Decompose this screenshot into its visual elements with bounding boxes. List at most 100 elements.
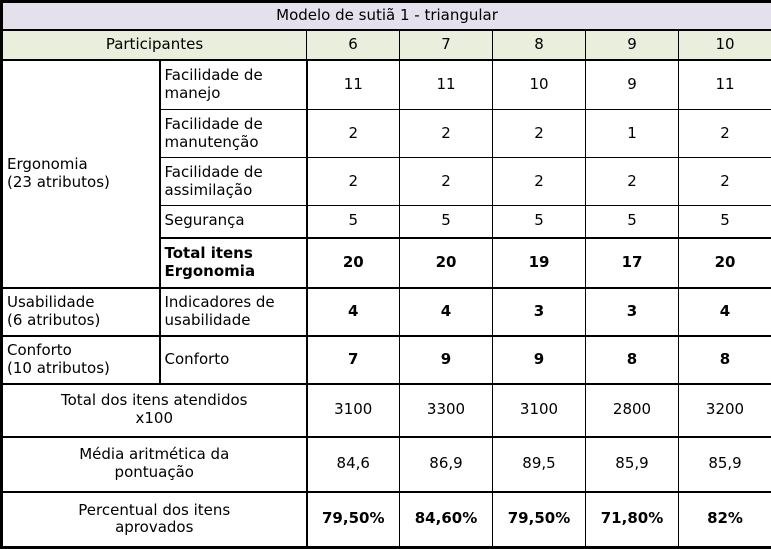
indicadores-line2: usabilidade	[164, 310, 251, 329]
cell-usabilidade-p9: 3	[585, 286, 679, 336]
participant-header-6: 6	[306, 29, 400, 61]
table-row: Usabilidade (6 atributos) Indicadores de…	[1, 286, 771, 336]
participants-header-row: Participantes 6 7 8 9 10	[1, 29, 771, 61]
cell-percentual-p9: 71,80%	[585, 490, 679, 548]
cell-assimilacao-p10: 2	[677, 157, 771, 206]
table-title-row: Modelo de sutiã 1 - triangular	[0, 1, 771, 31]
indicadores-line1: Indicadores de	[164, 292, 275, 311]
cell-media-p9: 85,9	[585, 435, 679, 492]
table-title: Modelo de sutiã 1 - triangular	[0, 1, 771, 31]
cell-seguranca-p9: 5	[585, 205, 679, 238]
cell-assimilacao-p8: 2	[492, 157, 586, 206]
summary-total-line2: x100	[135, 409, 173, 427]
category-ergonomia-line2: (23 atributos)	[7, 172, 110, 191]
cell-conforto-p8: 9	[492, 334, 586, 384]
cell-total-x100-p8: 3100	[492, 382, 586, 437]
summary-row-media: Média aritmética da pontuação 84,6 86,9 …	[1, 435, 771, 492]
category-conforto-line1: Conforto	[7, 340, 72, 359]
cell-media-p7: 86,9	[399, 435, 493, 492]
summary-label-media: Média aritmética da pontuação	[1, 435, 308, 492]
cell-conforto-p7: 9	[399, 334, 493, 384]
cell-manutencao-p10: 2	[677, 109, 771, 158]
cell-seguranca-p6: 5	[306, 205, 400, 238]
cell-total-ergonomia-p6: 20	[306, 236, 400, 288]
cell-percentual-p7: 84,60%	[399, 490, 493, 548]
attribute-total-itens-ergonomia: Total itens Ergonomia	[159, 236, 308, 288]
cell-manutencao-p7: 2	[399, 109, 493, 158]
attribute-facilidade-de-manejo: Facilidade de manejo	[159, 59, 308, 110]
cell-total-x100-p7: 3300	[399, 382, 493, 437]
cell-usabilidade-p6: 4	[306, 286, 400, 336]
category-ergonomia: Ergonomia (23 atributos)	[1, 59, 161, 288]
cell-total-x100-p6: 3100	[306, 382, 400, 437]
cell-total-x100-p9: 2800	[585, 382, 679, 437]
table-row: Facilidade de assimilação 2 2 2 2 2	[2, 157, 771, 206]
attribute-facilidade-de-assimilacao: Facilidade de assimilação	[159, 157, 308, 206]
cell-assimilacao-p7: 2	[399, 157, 493, 206]
total-itens-ergonomia-line1: Total itens	[164, 243, 253, 262]
cell-usabilidade-p7: 4	[399, 286, 493, 336]
cell-assimilacao-p6: 2	[306, 157, 400, 206]
total-itens-ergonomia-line2: Ergonomia	[164, 261, 256, 280]
attribute-indicadores-de-usabilidade: Indicadores de usabilidade	[159, 286, 308, 336]
cell-total-ergonomia-p10: 20	[677, 236, 771, 288]
cell-media-p8: 89,5	[492, 435, 586, 492]
cell-manutencao-p8: 2	[492, 109, 586, 158]
participant-header-9: 9	[585, 29, 679, 61]
cell-usabilidade-p10: 4	[677, 286, 771, 336]
summary-media-line2: pontuação	[114, 463, 194, 481]
cell-seguranca-p8: 5	[492, 205, 586, 238]
cell-manutencao-p6: 2	[306, 109, 400, 158]
cell-seguranca-p10: 5	[677, 205, 771, 238]
summary-row-total-itens: Total dos itens atendidos x100 3100 3300…	[1, 382, 771, 437]
attribute-facilidade-de-manutencao: Facilidade de manutenção	[159, 109, 308, 158]
cell-manejo-p9: 9	[585, 59, 679, 110]
cell-media-p6: 84,6	[306, 435, 400, 492]
participant-header-7: 7	[399, 29, 493, 61]
cell-seguranca-p7: 5	[399, 205, 493, 238]
cell-assimilacao-p9: 2	[585, 157, 679, 206]
cell-media-p10: 85,9	[677, 435, 771, 492]
summary-label-percentual: Percentual dos itens aprovados	[1, 490, 308, 548]
cell-manutencao-p9: 1	[585, 109, 679, 158]
cell-manejo-p10: 11	[677, 59, 771, 110]
category-usabilidade: Usabilidade (6 atributos)	[1, 286, 161, 336]
category-conforto-line2: (10 atributos)	[7, 358, 110, 377]
cell-total-ergonomia-p8: 19	[492, 236, 586, 288]
cell-total-ergonomia-p7: 20	[399, 236, 493, 288]
cell-conforto-p6: 7	[306, 334, 400, 384]
table-row: Conforto (10 atributos) Conforto 7 9 9 8…	[1, 334, 771, 384]
cell-conforto-p9: 8	[585, 334, 679, 384]
table-row: Total itens Ergonomia 20 20 19 17 20	[2, 236, 771, 288]
cell-total-x100-p10: 3200	[677, 382, 771, 437]
table-row: Segurança 5 5 5 5 5	[2, 205, 771, 238]
table-row: Ergonomia (23 atributos) Facilidade de m…	[1, 59, 771, 288]
summary-row-percentual: Percentual dos itens aprovados 79,50% 84…	[1, 490, 771, 548]
cell-usabilidade-p8: 3	[492, 286, 586, 336]
cell-percentual-p6: 79,50%	[306, 490, 400, 548]
cell-percentual-p8: 79,50%	[492, 490, 586, 548]
cell-manejo-p8: 10	[492, 59, 586, 110]
summary-label-total-itens: Total dos itens atendidos x100	[1, 382, 308, 437]
cell-conforto-p10: 8	[677, 334, 771, 384]
summary-percentual-line2: aprovados	[115, 518, 194, 537]
participant-header-10: 10	[677, 29, 771, 61]
cell-percentual-p10: 82%	[677, 490, 771, 548]
attribute-seguranca: Segurança	[159, 205, 308, 238]
cell-manejo-p7: 11	[399, 59, 493, 110]
cell-manejo-p6: 11	[306, 59, 400, 110]
summary-total-line1: Total dos itens atendidos	[61, 391, 248, 410]
summary-media-line1: Média aritmética da	[79, 445, 230, 464]
cell-total-ergonomia-p9: 17	[585, 236, 679, 288]
category-conforto: Conforto (10 atributos)	[1, 334, 161, 384]
summary-percentual-line1: Percentual dos itens	[78, 500, 231, 519]
attribute-conforto: Conforto	[159, 334, 308, 384]
participants-label: Participantes	[1, 29, 307, 61]
category-usabilidade-line2: (6 atributos)	[7, 310, 101, 329]
participant-header-8: 8	[492, 29, 586, 61]
table-row: Facilidade de manutenção 2 2 2 1 2	[2, 109, 771, 158]
category-usabilidade-line1: Usabilidade	[7, 292, 95, 311]
category-ergonomia-line1: Ergonomia	[7, 154, 88, 173]
